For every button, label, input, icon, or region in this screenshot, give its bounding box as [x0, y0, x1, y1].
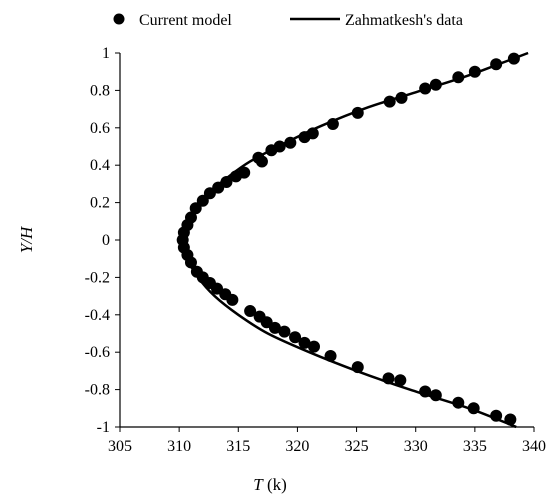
axes	[115, 52, 535, 432]
data-point	[452, 71, 465, 84]
data-point	[226, 293, 239, 306]
data-point	[229, 170, 242, 183]
y-tick-label: 0	[102, 232, 110, 249]
data-point	[395, 91, 408, 104]
y-tick-label: -1	[97, 419, 110, 436]
data-point	[289, 331, 302, 344]
x-tick-label: 310	[167, 438, 191, 455]
data-point	[504, 413, 517, 426]
y-tick-label: 0.4	[90, 157, 110, 174]
y-tick-labels: -1 -0.8 -0.6 -0.4 -0.2 0 0.2 0.4 0.6 0.8 1	[85, 45, 110, 436]
data-point	[298, 131, 311, 144]
data-point	[196, 194, 209, 207]
data-point	[189, 202, 202, 215]
data-point	[383, 95, 396, 108]
legend-marker-current-model	[113, 13, 125, 25]
data-point	[324, 349, 337, 362]
data-point	[298, 336, 311, 349]
data-point	[419, 82, 432, 95]
x-tick-labels: 305 310 315 320 325 330 335 340	[108, 438, 546, 455]
x-axis-title-unit: (k)	[263, 475, 287, 494]
y-tick-label: 0.6	[90, 120, 110, 137]
data-point	[268, 321, 281, 334]
data-point	[351, 106, 364, 119]
data-point	[255, 155, 268, 168]
data-point	[326, 118, 339, 131]
y-tick-label: 0.8	[90, 82, 110, 99]
legend-label-current-model: Current model	[139, 12, 232, 29]
data-point	[429, 78, 442, 91]
x-tick-label: 330	[404, 438, 428, 455]
x-tick-label: 320	[285, 438, 309, 455]
data-point	[490, 58, 503, 71]
x-tick-label: 325	[345, 438, 369, 455]
data-point	[419, 385, 432, 398]
y-tick-label: 1	[102, 45, 110, 62]
data-point	[394, 374, 407, 387]
data-point	[467, 402, 480, 415]
x-axis-title-symbol: T	[253, 475, 264, 494]
y-tick-label: -0.2	[85, 269, 110, 286]
data-point	[278, 325, 291, 338]
y-tick-label: -0.4	[85, 307, 110, 324]
x-axis-title: T (k)	[253, 475, 287, 494]
data-point	[307, 340, 320, 353]
y-tick-label: 0.2	[90, 195, 110, 212]
data-point	[265, 144, 278, 157]
data-point	[351, 361, 364, 374]
data-point	[244, 305, 257, 318]
data-point	[452, 396, 465, 409]
legend: Current model Zahmatkesh's data	[113, 12, 463, 29]
data-point	[184, 256, 197, 269]
x-tick-label: 335	[463, 438, 487, 455]
data-point	[429, 389, 442, 402]
data-point	[203, 187, 216, 200]
legend-label-zahmatkesh: Zahmatkesh's data	[345, 12, 463, 29]
y-axis-title: Y/H	[17, 225, 36, 253]
y-tick-label: -0.6	[85, 344, 110, 361]
data-point	[507, 52, 520, 65]
series-current-model	[176, 52, 520, 426]
x-tick-label: 305	[108, 438, 132, 455]
data-point	[382, 372, 395, 385]
y-tick-label: -0.8	[85, 382, 110, 399]
data-point	[284, 136, 297, 149]
data-point	[490, 409, 503, 422]
x-tick-label: 315	[226, 438, 250, 455]
data-point	[468, 65, 481, 78]
x-tick-label: 340	[522, 438, 546, 455]
